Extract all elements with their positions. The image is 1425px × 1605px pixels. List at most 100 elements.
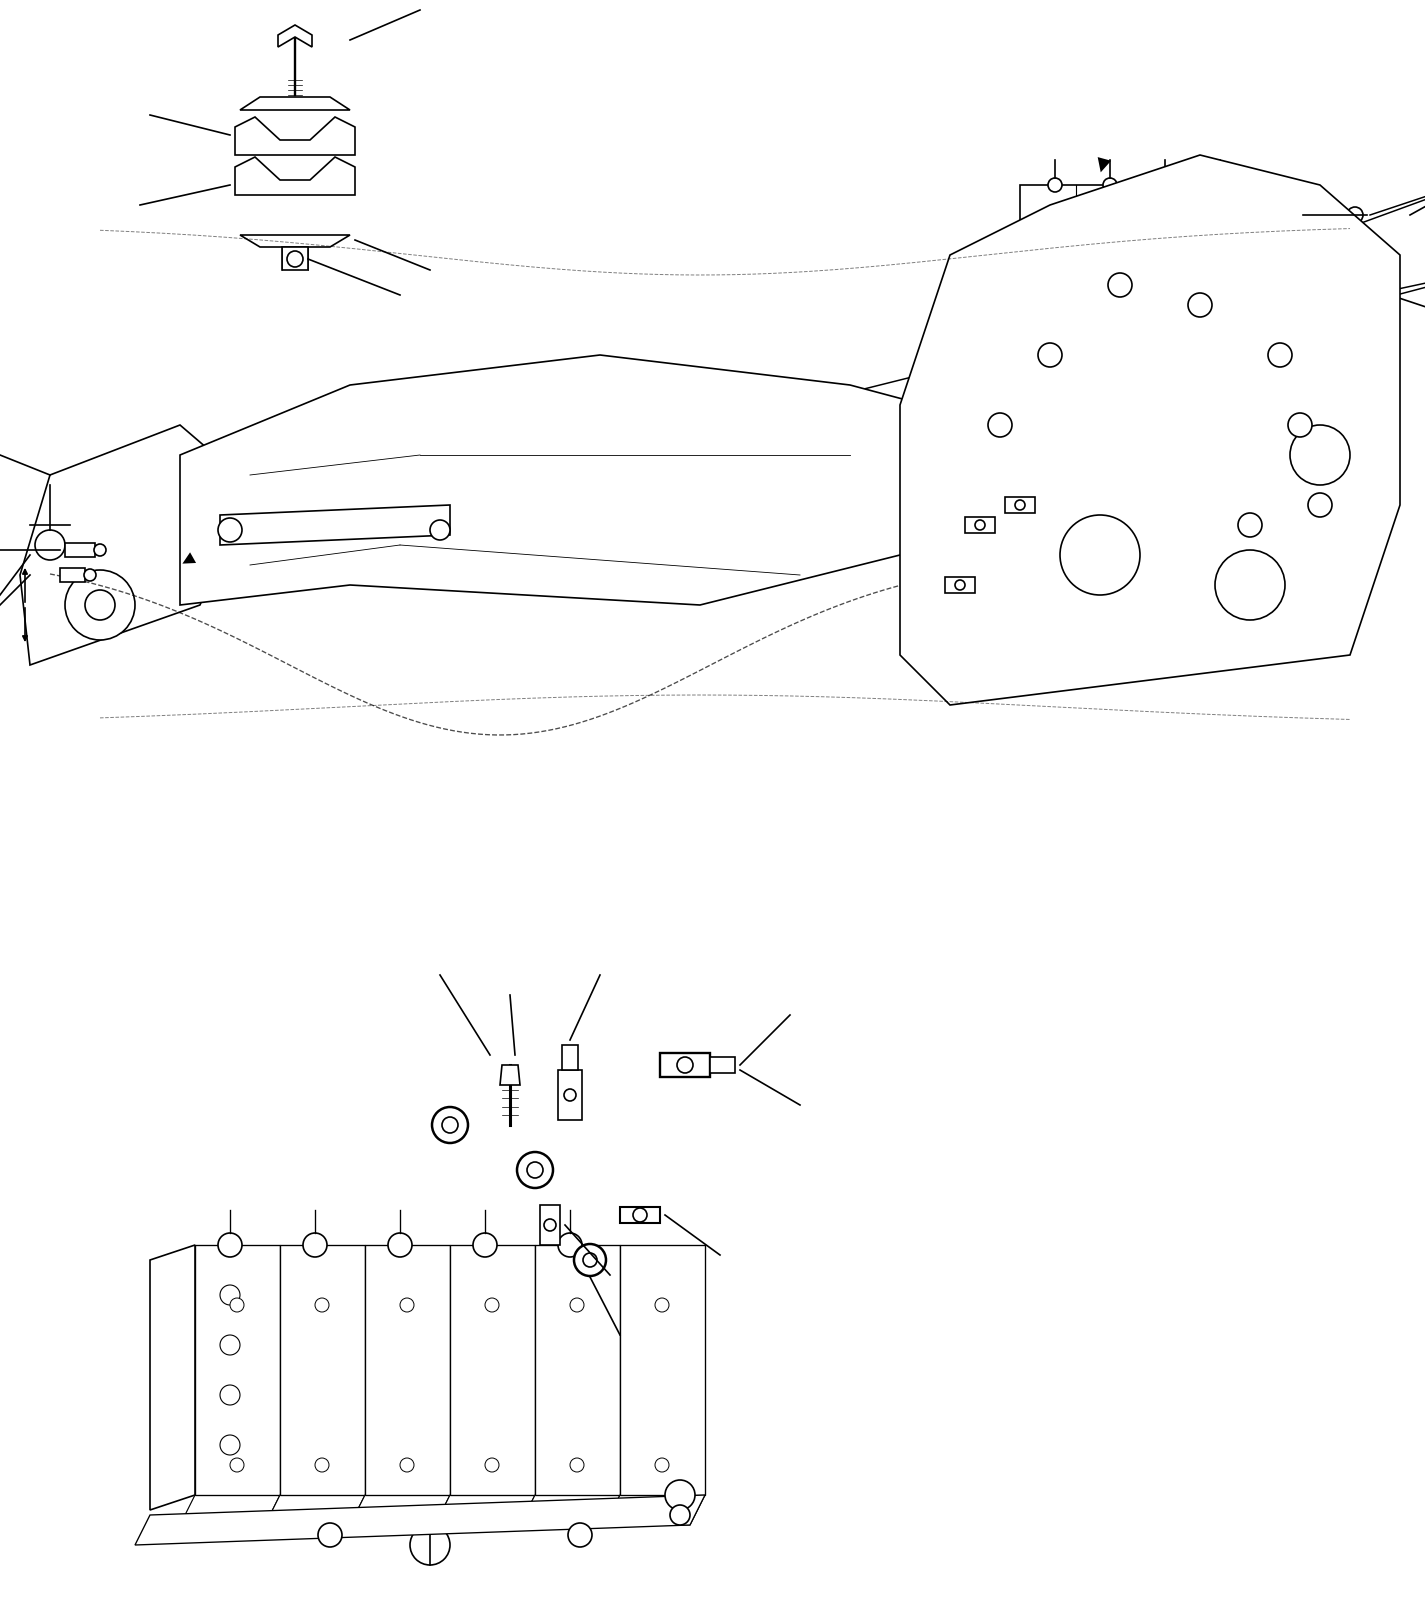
Polygon shape [540,1205,560,1245]
Circle shape [1290,425,1349,485]
Circle shape [442,1117,457,1133]
Circle shape [1288,412,1312,437]
Polygon shape [282,247,308,270]
Circle shape [564,1090,576,1101]
Polygon shape [1020,185,1300,324]
Circle shape [219,1435,239,1456]
Circle shape [432,1107,467,1143]
Circle shape [36,530,66,560]
Polygon shape [620,1207,660,1223]
Circle shape [318,1523,342,1547]
Circle shape [574,1244,606,1276]
Circle shape [656,1298,668,1311]
Circle shape [1109,273,1131,297]
Circle shape [656,1457,668,1472]
Circle shape [633,1209,647,1221]
Polygon shape [620,1245,705,1494]
Circle shape [570,1457,584,1472]
Polygon shape [606,1494,705,1525]
Circle shape [955,579,965,591]
Circle shape [583,1254,597,1266]
Circle shape [1238,514,1263,538]
Polygon shape [235,157,355,194]
Polygon shape [265,1494,365,1525]
Polygon shape [534,1245,620,1494]
Polygon shape [279,1245,365,1494]
Circle shape [315,1298,329,1311]
Bar [965,517,995,533]
Circle shape [1060,515,1140,595]
Circle shape [517,1152,553,1188]
Polygon shape [135,1494,705,1546]
Circle shape [988,412,1012,437]
Circle shape [1330,209,1341,221]
Polygon shape [239,234,351,247]
Circle shape [544,1220,556,1231]
Circle shape [473,1233,497,1257]
Bar [66,542,95,557]
Circle shape [1037,343,1062,368]
Circle shape [84,570,95,581]
Bar [60,568,86,583]
Polygon shape [180,1494,279,1525]
Circle shape [1015,501,1025,510]
Polygon shape [278,26,312,47]
Circle shape [569,1523,591,1547]
Polygon shape [561,1045,579,1071]
Polygon shape [450,1245,534,1494]
Polygon shape [435,1494,534,1525]
Circle shape [570,1298,584,1311]
Circle shape [218,1233,242,1257]
Circle shape [975,520,985,530]
Circle shape [1213,178,1227,193]
Circle shape [229,1298,244,1311]
Circle shape [1308,493,1332,517]
Circle shape [219,1286,239,1305]
Circle shape [410,1525,450,1565]
Circle shape [219,1335,239,1355]
Circle shape [218,518,242,542]
Circle shape [1342,287,1358,303]
Circle shape [229,1457,244,1472]
Circle shape [430,520,450,539]
Polygon shape [351,1494,450,1525]
Circle shape [400,1457,415,1472]
Circle shape [400,1298,415,1311]
Polygon shape [219,506,450,546]
Circle shape [286,250,304,266]
Bar [1005,498,1035,514]
Polygon shape [520,1494,620,1525]
Polygon shape [901,156,1399,705]
Circle shape [66,570,135,640]
Bar [945,578,975,592]
Polygon shape [500,1066,520,1085]
Polygon shape [710,1058,735,1074]
Circle shape [527,1162,543,1178]
Circle shape [485,1457,499,1472]
Polygon shape [195,1245,279,1494]
Circle shape [388,1233,412,1257]
Circle shape [1347,207,1362,223]
Circle shape [1188,294,1213,318]
Circle shape [670,1505,690,1525]
Polygon shape [20,425,249,664]
Circle shape [485,1298,499,1311]
Polygon shape [559,1071,581,1120]
Circle shape [1324,289,1337,302]
Polygon shape [365,1245,450,1494]
Circle shape [559,1233,581,1257]
Circle shape [315,1457,329,1472]
Polygon shape [660,1053,710,1077]
Circle shape [1216,551,1285,620]
Circle shape [665,1480,695,1510]
Circle shape [94,544,105,555]
Circle shape [219,1385,239,1404]
Circle shape [1268,343,1292,368]
Polygon shape [150,1245,195,1510]
Polygon shape [180,355,1000,605]
Polygon shape [235,117,355,156]
Polygon shape [1000,355,1200,506]
Circle shape [1103,178,1117,193]
Polygon shape [239,96,351,111]
Circle shape [304,1233,326,1257]
